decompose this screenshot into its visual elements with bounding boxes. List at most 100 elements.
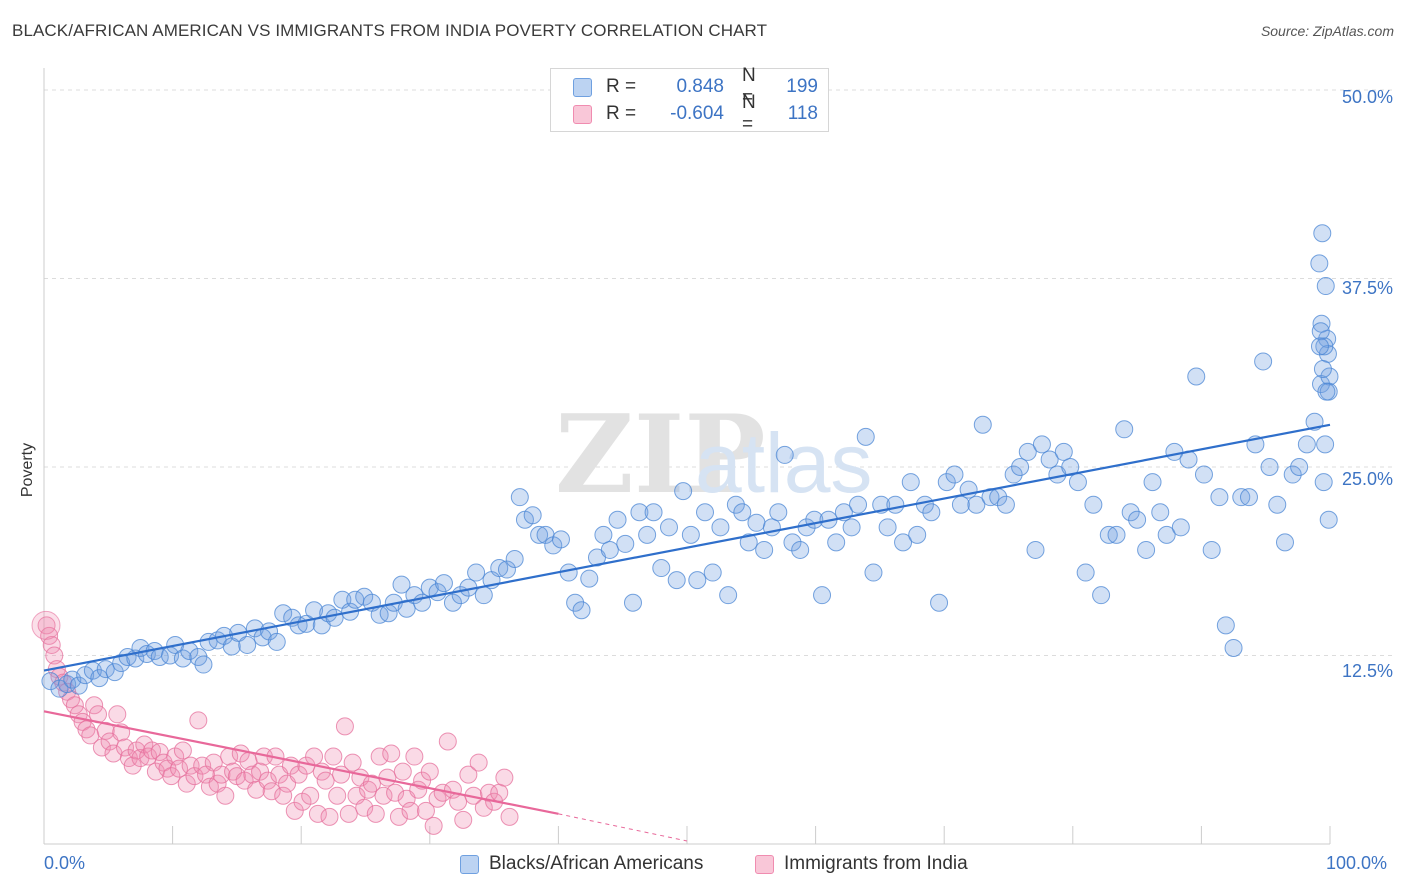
blue-point xyxy=(711,518,730,537)
blue-point xyxy=(1151,503,1170,522)
legend-r-label: R = xyxy=(606,103,637,124)
blue-point xyxy=(1239,488,1258,507)
blue-point xyxy=(878,518,897,537)
legend-r-label: R = xyxy=(606,76,637,97)
pink-point xyxy=(170,759,189,778)
blue-point xyxy=(434,574,453,593)
chart-title: BLACK/AFRICAN AMERICAN VS IMMIGRANTS FRO… xyxy=(12,21,768,40)
pink-point xyxy=(216,786,235,805)
blue-point xyxy=(894,533,913,552)
blue-point xyxy=(1260,458,1279,476)
blue-point xyxy=(1004,465,1023,484)
pink-point xyxy=(143,741,162,760)
blue-point xyxy=(1121,503,1140,522)
blue-point xyxy=(1171,518,1190,537)
blue-point xyxy=(580,569,599,588)
blue-point xyxy=(726,495,745,514)
pink-point xyxy=(416,801,435,820)
blue-point xyxy=(523,506,542,525)
pink-swatch xyxy=(573,104,592,124)
pink-point xyxy=(469,753,488,772)
pink-point xyxy=(162,767,181,786)
pink-point xyxy=(495,768,514,787)
pink-point xyxy=(316,771,335,790)
blue-point xyxy=(90,669,109,688)
pink-point xyxy=(289,765,308,784)
pink-point xyxy=(324,747,343,766)
pink-point xyxy=(500,807,519,826)
legend-row-pink: R = -0.604 N = 118 xyxy=(573,92,818,135)
pink-legend-label: Immigrants from India xyxy=(784,853,968,874)
blue-point xyxy=(1316,277,1335,296)
pink-point xyxy=(258,771,277,790)
legend-n-label: N = xyxy=(742,65,756,108)
pink-point xyxy=(116,738,135,757)
pink-point-large xyxy=(31,610,61,640)
pink-point xyxy=(343,753,362,772)
blue-point xyxy=(1068,473,1087,492)
pink-point xyxy=(320,807,339,826)
legend-r-value: 0.848 xyxy=(676,76,724,97)
stats-legend: R = 0.848 N = 199 R = -0.604 N = 118 xyxy=(550,65,829,135)
pink-point xyxy=(335,717,354,736)
blue-point xyxy=(667,571,686,590)
blue-point xyxy=(467,563,486,582)
blue-point xyxy=(510,488,529,507)
blue-point xyxy=(733,503,752,522)
blue-point xyxy=(505,549,524,568)
blue-point xyxy=(497,560,516,579)
x-max-label: 100.0% xyxy=(1326,853,1388,873)
blue-swatch xyxy=(573,77,592,97)
pink-point xyxy=(393,762,412,781)
pink-point xyxy=(382,744,401,763)
pink-trend-extension xyxy=(558,813,688,842)
blue-point xyxy=(1011,458,1030,476)
blue-point xyxy=(630,503,649,522)
blue-point xyxy=(608,510,627,529)
blue-point xyxy=(194,655,213,674)
blue-point xyxy=(1143,473,1162,492)
blue-point xyxy=(1297,435,1316,454)
blue-point xyxy=(572,601,591,620)
blue-point xyxy=(1092,586,1111,605)
pink-point xyxy=(177,774,196,793)
pink-point xyxy=(251,762,270,781)
blue-point xyxy=(623,593,642,612)
blue-point xyxy=(267,632,286,651)
pink-point xyxy=(438,732,457,751)
pink-point xyxy=(366,804,385,823)
y-tick-37-5: 37.5% xyxy=(1341,278,1393,298)
blue-point xyxy=(1315,337,1334,356)
blue-point xyxy=(1313,359,1332,378)
blue-point xyxy=(973,415,992,434)
x-min-label: 0.0% xyxy=(44,853,86,873)
blue-point xyxy=(1128,510,1147,529)
blue-point xyxy=(1026,540,1045,559)
pink-point xyxy=(405,747,424,766)
blue-point xyxy=(105,663,124,682)
blue-point xyxy=(996,495,1015,514)
blue-point xyxy=(530,525,549,544)
blue-point xyxy=(930,593,949,612)
blue-point xyxy=(600,540,619,559)
legend-n-value: 118 xyxy=(787,103,818,124)
pink-point xyxy=(262,782,281,801)
blue-point xyxy=(681,525,700,544)
blue-point xyxy=(594,525,613,544)
blue-point xyxy=(696,503,715,522)
blue-point xyxy=(659,518,678,537)
blue-point xyxy=(1310,337,1329,356)
blue-point xyxy=(945,465,964,484)
pink-legend-swatch xyxy=(755,854,774,874)
blue-legend-swatch xyxy=(460,854,479,874)
blue-point xyxy=(1290,458,1309,476)
blue-point xyxy=(886,495,905,514)
blue-point xyxy=(922,503,941,522)
blue-point xyxy=(674,482,693,501)
blue-point xyxy=(775,445,794,464)
pink-point xyxy=(185,767,204,786)
blue-point xyxy=(1084,495,1103,514)
pink-point xyxy=(374,786,393,805)
blue-point xyxy=(864,563,883,582)
pink-point xyxy=(370,747,389,766)
